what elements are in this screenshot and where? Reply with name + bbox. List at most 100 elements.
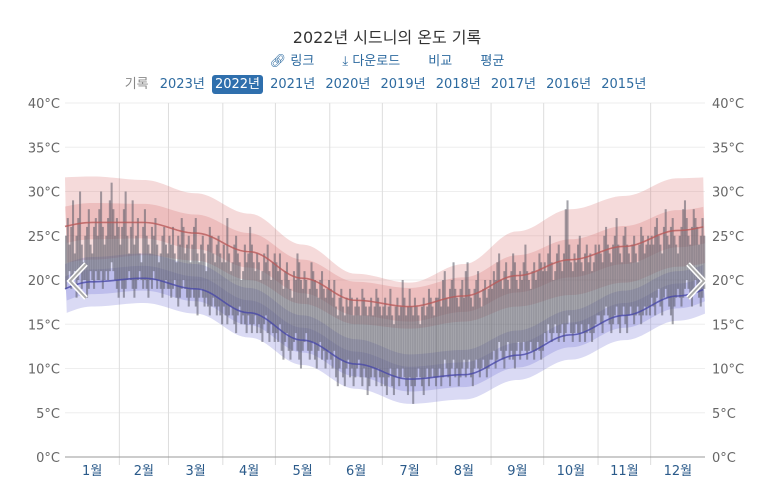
daily-range-bar	[408, 288, 411, 378]
year-2016[interactable]: 2016년	[546, 77, 592, 92]
daily-range-bar	[541, 271, 544, 351]
download-button[interactable]: ⤓ 다운로드	[342, 54, 400, 69]
daily-range-bar	[676, 253, 679, 289]
daily-range-bar	[371, 315, 374, 369]
daily-range-bar	[436, 297, 439, 378]
daily-range-bar	[228, 253, 231, 316]
daily-range-bar	[221, 262, 224, 325]
daily-range-bar	[571, 271, 574, 342]
daily-range-bar	[154, 218, 157, 280]
daily-range-bar	[175, 262, 178, 298]
daily-range-bar	[434, 297, 438, 387]
daily-range-bar	[243, 244, 246, 325]
daily-range-bar	[671, 218, 674, 325]
daily-range-bar	[673, 235, 676, 307]
daily-range-bar	[401, 280, 404, 369]
daily-range-bar	[156, 244, 159, 289]
daily-range-bar	[338, 297, 341, 369]
daily-range-bar	[610, 262, 613, 334]
daily-range-bar	[249, 226, 252, 325]
daily-range-bar	[552, 280, 555, 334]
daily-range-bar	[196, 253, 199, 316]
daily-range-bar	[247, 253, 250, 316]
y-tick-label-left: 10°C	[28, 363, 60, 378]
daily-range-bar	[382, 306, 385, 378]
daily-range-bar	[533, 262, 536, 360]
daily-range-bar	[366, 315, 369, 396]
daily-range-bar	[324, 297, 327, 369]
year-2022-selected[interactable]: 2022년	[211, 75, 263, 94]
daily-range-bar	[98, 209, 101, 280]
daily-range-bar	[259, 280, 262, 334]
daily-range-bar	[687, 235, 690, 289]
link-button[interactable]: 🔗︎ 링크	[270, 54, 315, 69]
daily-range-bar	[466, 262, 469, 369]
daily-range-bar	[347, 306, 350, 360]
daily-range-bar	[478, 297, 481, 378]
link-icon: 🔗︎	[269, 54, 287, 69]
daily-range-bar	[292, 271, 295, 342]
daily-range-bar	[529, 288, 532, 342]
daily-range-bar	[219, 253, 222, 316]
y-tick-label-left: 0°C	[36, 451, 60, 466]
daily-range-bar	[101, 226, 104, 289]
daily-range-bar	[306, 297, 310, 351]
daily-range-bar	[108, 200, 111, 272]
daily-range-bar	[124, 191, 127, 289]
daily-range-bar	[440, 306, 443, 387]
year-2019[interactable]: 2019년	[380, 77, 426, 92]
daily-range-bar	[647, 235, 650, 307]
year-2021[interactable]: 2021년	[270, 77, 316, 92]
month-label: 8월	[454, 464, 474, 479]
daily-range-bar	[136, 218, 139, 280]
daily-range-bar	[622, 235, 625, 307]
year-2020[interactable]: 2020년	[325, 77, 371, 92]
daily-range-bar	[257, 262, 260, 325]
daily-range-bar	[105, 235, 108, 272]
daily-range-bar	[189, 262, 192, 298]
daily-range-bar	[577, 244, 580, 334]
daily-range-bar	[359, 315, 362, 378]
daily-range-bar	[321, 271, 324, 360]
daily-range-bar	[617, 244, 620, 325]
daily-range-bar	[65, 235, 68, 289]
daily-range-bar	[168, 235, 171, 289]
daily-range-bar	[203, 253, 206, 307]
daily-range-bar	[512, 253, 515, 360]
daily-range-bar	[543, 262, 546, 334]
daily-range-bar	[445, 297, 448, 369]
daily-range-bar	[163, 226, 166, 289]
year-2023[interactable]: 2023년	[159, 77, 205, 92]
daily-range-bar	[564, 209, 567, 334]
daily-range-bar	[284, 271, 287, 342]
daily-range-bar	[214, 262, 217, 307]
y-tick-label-right: 15°C	[712, 318, 744, 333]
daily-range-bar	[701, 218, 704, 298]
daily-range-bar	[77, 218, 80, 280]
average-button[interactable]: 평균	[480, 54, 505, 69]
daily-range-bar	[613, 235, 616, 316]
daily-range-bar	[669, 226, 672, 316]
daily-range-bar	[410, 306, 413, 387]
daily-range-bar	[527, 280, 530, 351]
daily-range-bar	[193, 226, 196, 298]
daily-range-bar	[638, 244, 641, 316]
daily-range-bar	[112, 209, 115, 272]
month-label: 1월	[82, 464, 102, 479]
daily-range-bar	[285, 262, 288, 334]
y-tick-label-left: 30°C	[28, 186, 60, 201]
daily-range-bar	[496, 262, 499, 360]
year-2015[interactable]: 2015년	[601, 77, 647, 92]
year-2018[interactable]: 2018년	[435, 77, 481, 92]
daily-range-bar	[554, 271, 557, 325]
daily-range-bar	[266, 244, 269, 334]
daily-range-bar	[356, 297, 359, 369]
daily-range-bar	[569, 262, 573, 334]
y-tick-label-right: 40°C	[712, 97, 744, 112]
compare-button[interactable]: 비교	[428, 54, 453, 69]
year-2017[interactable]: 2017년	[490, 77, 536, 92]
daily-range-bar	[326, 288, 329, 360]
daily-range-bar	[566, 200, 569, 325]
daily-range-bar	[310, 262, 313, 351]
daily-range-bar	[452, 262, 455, 360]
